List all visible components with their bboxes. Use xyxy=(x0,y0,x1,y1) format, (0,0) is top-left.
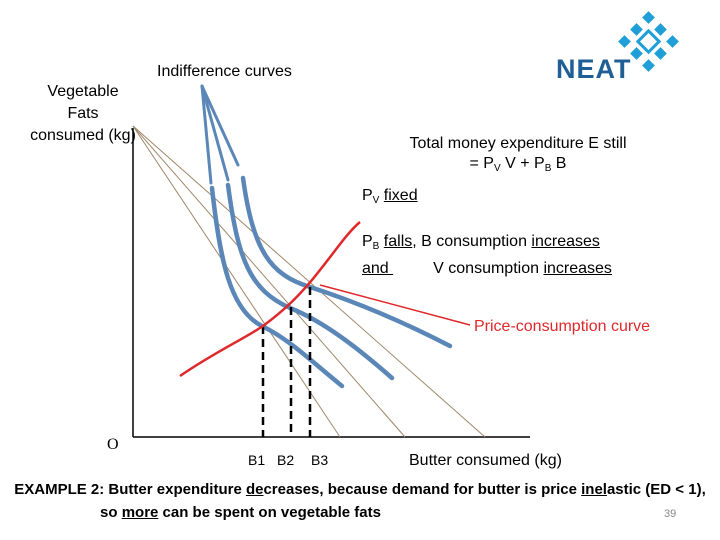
example-line-1: EXAMPLE 2: Butter expenditure decreases,… xyxy=(14,481,706,498)
expenditure-line-1: Total money expenditure E still xyxy=(409,135,627,152)
expenditure-equation: = PV V + PB B xyxy=(469,155,567,174)
pb-falls-note: PB falls, B consumption increases and V … xyxy=(362,233,612,277)
expenditure-note: Total money expenditure E still = PV V +… xyxy=(380,134,656,179)
x-tick-b3: B3 xyxy=(311,452,329,468)
brand-logo-text: NEAT xyxy=(556,54,632,84)
origin-label: O xyxy=(107,436,119,453)
x-tick-b1: B1 xyxy=(248,452,266,468)
pv-fixed-note: PV fixed xyxy=(362,187,418,206)
price-consumption-curve xyxy=(179,221,361,378)
budget-line-3 xyxy=(132,125,486,438)
page-number: 39 xyxy=(664,508,677,520)
x-tick-b2: B2 xyxy=(277,452,295,468)
budget-line-1 xyxy=(132,125,341,438)
pcc-label-pointer xyxy=(319,284,471,326)
y-axis-label: Vegetable Fats consumed (kg) xyxy=(30,83,136,144)
label-pointer-arrows xyxy=(200,84,240,185)
price-consumption-curve-label: Price-consumption curve xyxy=(474,318,651,335)
budget-line-2 xyxy=(132,125,406,438)
indifference-curves-label: Indifference curves xyxy=(157,63,292,80)
example-line-2: so more can be spent on vegetable fats xyxy=(100,504,381,521)
x-axis-label: Butter consumed (kg) xyxy=(409,452,562,469)
